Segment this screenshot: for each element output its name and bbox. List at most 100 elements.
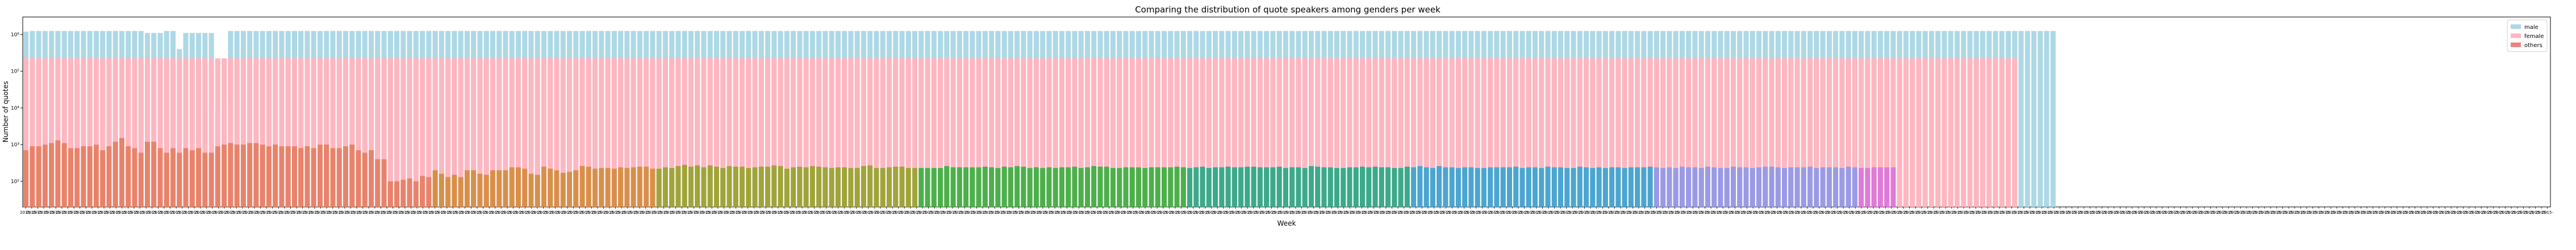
- x-tick-label: 2015-: [1230, 210, 1242, 215]
- x-tick-label: 2015-: [2385, 210, 2397, 215]
- bar-female: [1162, 58, 1167, 207]
- bar-female: [1826, 58, 1832, 207]
- x-tick-label: 2015-: [2331, 210, 2343, 215]
- bar-female: [1955, 58, 1960, 207]
- bar-others: [1660, 168, 1666, 207]
- x-tick-label: 2015-: [1633, 210, 1645, 215]
- bar-female: [905, 58, 911, 207]
- bar-others: [1794, 167, 1800, 207]
- bar-others: [49, 143, 55, 207]
- bar-others: [1820, 167, 1826, 207]
- x-tick-label: 2015-: [1320, 210, 1332, 215]
- bar-others: [771, 165, 777, 207]
- x-tick-label: 2015-: [315, 210, 327, 215]
- x-tick-label: 2015-: [1314, 210, 1326, 215]
- x-tick-label: 2015-: [1723, 210, 1735, 215]
- bar-others: [752, 167, 758, 207]
- bar-female: [1846, 58, 1851, 207]
- x-tick-label: 2015-: [1759, 210, 1771, 215]
- bar-others: [1871, 167, 1877, 207]
- bar-female: [1993, 58, 1998, 207]
- bar-others: [1641, 167, 1647, 207]
- bar-others: [157, 148, 163, 207]
- x-tick-label: 2015-: [784, 210, 796, 215]
- bar-female: [1615, 58, 1621, 207]
- bar-female: [30, 58, 35, 207]
- bar-others: [483, 175, 489, 207]
- bar-others: [1084, 167, 1090, 207]
- bar-male: [2038, 31, 2043, 207]
- x-tick-label: 2015-: [507, 210, 519, 215]
- x-tick-label: 2015-: [1807, 210, 1819, 215]
- bar-female: [515, 58, 521, 207]
- bar-female: [1372, 58, 1378, 207]
- x-tick-label: 2015-: [592, 210, 604, 215]
- x-tick-label: 2015-: [1356, 210, 1368, 215]
- bar-others: [311, 148, 316, 207]
- bar-others: [1404, 167, 1410, 207]
- x-tick-label: 2015-: [2132, 210, 2144, 215]
- bar-female: [381, 58, 387, 207]
- bar-female: [68, 58, 73, 207]
- bar-female: [535, 58, 540, 207]
- x-tick-label: 2015-: [1590, 210, 1602, 215]
- bar-others: [119, 138, 124, 207]
- bar-others: [631, 167, 636, 207]
- bar-female: [611, 58, 617, 207]
- x-tick-label: 2015-: [2301, 210, 2313, 215]
- x-tick-label: 2015-: [50, 210, 62, 215]
- bar-female: [1231, 58, 1237, 207]
- bar-female: [1494, 58, 1500, 207]
- x-tick-label: 2015-: [2109, 210, 2120, 215]
- x-tick-label: 2015-: [1170, 210, 1181, 215]
- x-tick-label: 2015-: [2439, 210, 2451, 215]
- bar-female: [1788, 58, 1794, 207]
- bar-female: [1980, 58, 1986, 207]
- bar-female: [1590, 58, 1596, 207]
- bar-female: [1097, 58, 1103, 207]
- bar-others: [336, 148, 342, 207]
- x-tick-label: 2015-: [628, 210, 640, 215]
- x-tick-label: 2015-: [1205, 210, 1217, 215]
- bar-others: [1551, 167, 1557, 207]
- bar-others: [874, 168, 879, 207]
- x-tick-label: 2015-: [1952, 210, 1964, 215]
- bar-others: [816, 167, 822, 207]
- bar-others: [42, 145, 48, 207]
- bar-female: [240, 58, 246, 207]
- bar-others: [439, 173, 444, 207]
- x-tick-label: 2015-: [2349, 210, 2361, 215]
- bar-others: [273, 145, 278, 207]
- x-tick-label: 2015-: [1013, 210, 1025, 215]
- x-tick-label: 2015-: [1639, 210, 1651, 215]
- bar-female: [765, 58, 771, 207]
- bar-female: [1437, 58, 1442, 207]
- x-tick-label: 2015-: [495, 210, 507, 215]
- x-tick-label: 2015-: [2289, 210, 2301, 215]
- bar-female: [1532, 58, 1538, 207]
- bar-others: [1532, 167, 1538, 207]
- bar-others: [1072, 167, 1078, 207]
- bar-female: [886, 58, 892, 207]
- bar-female: [963, 58, 969, 207]
- x-tick-label: 2015-: [2271, 210, 2283, 215]
- bar-others: [1366, 167, 1372, 207]
- bar-others: [1251, 167, 1256, 207]
- bar-others: [381, 159, 387, 207]
- bar-female: [1225, 58, 1231, 207]
- x-tick-label: 2015-: [1272, 210, 1284, 215]
- x-tick-label: 2015-: [1338, 210, 1350, 215]
- bar-others: [624, 168, 630, 207]
- bar-others: [400, 180, 406, 207]
- bar-others: [1308, 166, 1314, 207]
- y-tick-label: 10²: [11, 179, 19, 185]
- bar-others: [74, 148, 80, 207]
- bar-others: [1763, 167, 1768, 207]
- x-tick-label: 2015-: [1501, 210, 1513, 215]
- bar-others: [548, 168, 553, 207]
- bar-others: [1245, 167, 1250, 207]
- x-tick-label: 2015-: [2307, 210, 2319, 215]
- bar-others: [1264, 167, 1270, 207]
- bar-others: [682, 164, 687, 207]
- x-tick-label: 2015-: [2337, 210, 2349, 215]
